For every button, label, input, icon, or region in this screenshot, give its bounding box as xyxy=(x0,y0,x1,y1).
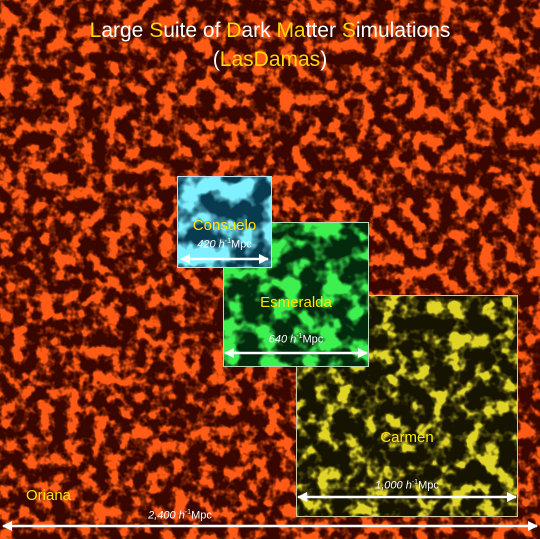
title-fragment: arge xyxy=(101,19,150,42)
carmen-size-exp: -1 xyxy=(411,479,419,486)
title-line-2: (LasDamas) xyxy=(0,47,540,73)
consuelo-box xyxy=(177,176,272,268)
title-line-1: Large Suite of Dark Matter Simulations xyxy=(0,18,540,44)
title-fragment: tter xyxy=(305,19,342,42)
consuelo-size-unit: Mpc xyxy=(231,238,252,251)
oriana-size-exp: -1 xyxy=(184,509,192,516)
consuelo-size-exp: -1 xyxy=(224,238,231,245)
carmen-label: Carmen xyxy=(380,429,434,446)
oriana-size-h: h xyxy=(178,509,185,522)
title-fragment: S xyxy=(341,19,356,42)
oriana-size-value: 2,400 xyxy=(148,509,176,522)
consuelo-label: Consuelo xyxy=(192,217,257,234)
carmen-size-unit: Mpc xyxy=(418,479,439,492)
esmeralda-size-exp: -1 xyxy=(296,333,303,340)
esmeralda-label: Esmeralda xyxy=(260,294,332,311)
consuelo-size-h: h xyxy=(218,238,225,251)
consuelo-size-value: 420 xyxy=(197,238,216,251)
title-fragment: ) xyxy=(320,48,328,71)
title-fragment: S xyxy=(149,19,164,42)
consuelo-size-label: 420 h-1Mpc xyxy=(177,238,272,251)
esmeralda-size-h: h xyxy=(290,333,297,346)
esmeralda-size-unit: Mpc xyxy=(302,333,324,346)
esmeralda-size-value: 640 xyxy=(268,333,288,346)
carmen-size-label: 1,000 h-1Mpc xyxy=(296,479,518,492)
title-fragment: L xyxy=(89,19,102,42)
oriana-label: Oriana xyxy=(26,487,72,504)
title-fragment: ( xyxy=(212,48,220,71)
title-fragment: Ma xyxy=(276,19,306,42)
oriana-size-unit: Mpc xyxy=(191,509,212,522)
title-fragment: ark xyxy=(241,19,277,42)
carmen-size-value: 1,000 xyxy=(375,479,403,492)
title-fragment: uite of xyxy=(163,19,227,42)
carmen-size-h: h xyxy=(405,479,412,492)
esmeralda-size-label: 640 h-1Mpc xyxy=(223,333,369,346)
oriana-size-label: 2,400 h-1Mpc xyxy=(120,509,240,522)
title-fragment: LasDamas xyxy=(219,48,321,71)
title-fragment: imulations xyxy=(355,19,451,42)
title-fragment: D xyxy=(226,19,242,42)
